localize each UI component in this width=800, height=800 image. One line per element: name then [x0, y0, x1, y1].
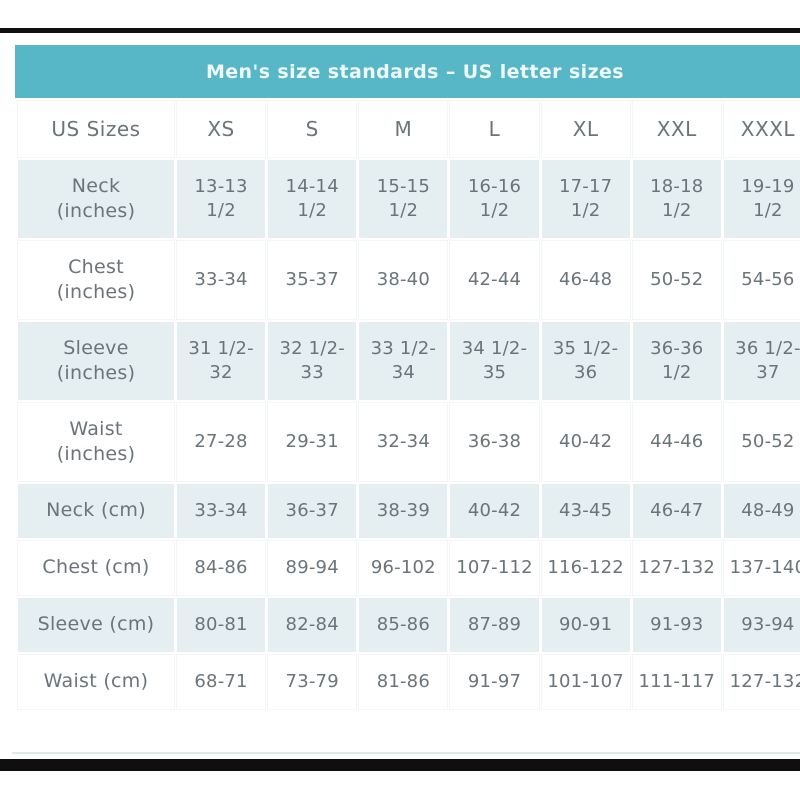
cell-sleeve-cm-xxl: 91-93: [632, 598, 721, 652]
row-chest-cm: Chest (cm) 84-86 89-94 96-102 107-112 11…: [18, 541, 800, 595]
row-sleeve-inches: Sleeve (inches) 31 1/2- 32 32 1/2- 33 33…: [18, 322, 800, 400]
cell-sleeve-cm-l: 87-89: [450, 598, 539, 652]
cell-chest-cm-s: 89-94: [268, 541, 357, 595]
row-label-neck-cm: Neck (cm): [18, 484, 174, 538]
cell-sleeve-inches-xxl: 36-36 1/2: [632, 322, 721, 400]
table-header-row: US Sizes XS S M L XL XXL XXXL: [18, 101, 800, 157]
row-label-waist-inches: Waist (inches): [18, 403, 174, 481]
cell-neck-cm-l: 40-42: [450, 484, 539, 538]
column-header-xxl: XXL: [632, 101, 721, 157]
row-label-waist-cm: Waist (cm): [18, 655, 174, 709]
cell-waist-cm-s: 73-79: [268, 655, 357, 709]
cell-chest-inches-s: 35-37: [268, 241, 357, 319]
row-label-neck-inches: Neck (inches): [18, 160, 174, 238]
cell-sleeve-inches-s: 32 1/2- 33: [268, 322, 357, 400]
cell-neck-inches-xl: 17-17 1/2: [541, 160, 630, 238]
column-header-xxxl: XXXL: [723, 101, 800, 157]
table-title: Men's size standards – US letter sizes: [15, 45, 800, 98]
cell-neck-inches-l: 16-16 1/2: [450, 160, 539, 238]
row-waist-cm: Waist (cm) 68-71 73-79 81-86 91-97 101-1…: [18, 655, 800, 709]
cell-waist-cm-xl: 101-107: [541, 655, 630, 709]
cell-waist-inches-xl: 40-42: [541, 403, 630, 481]
cell-waist-inches-m: 32-34: [359, 403, 448, 481]
cell-waist-inches-xxxl: 50-52: [723, 403, 800, 481]
cell-waist-cm-xs: 68-71: [177, 655, 266, 709]
cell-chest-inches-m: 38-40: [359, 241, 448, 319]
cell-chest-inches-xxxl: 54-56: [723, 241, 800, 319]
row-label-sleeve-inches: Sleeve (inches): [18, 322, 174, 400]
size-chart-sheet: Men's size standards – US letter sizes U…: [15, 45, 800, 712]
cell-waist-inches-xs: 27-28: [177, 403, 266, 481]
row-neck-cm: Neck (cm) 33-34 36-37 38-39 40-42 43-45 …: [18, 484, 800, 538]
cell-sleeve-inches-l: 34 1/2- 35: [450, 322, 539, 400]
cell-neck-inches-xxxl: 19-19 1/2: [723, 160, 800, 238]
bottom-black-bar: [0, 759, 800, 771]
cell-chest-inches-xxl: 50-52: [632, 241, 721, 319]
cell-waist-cm-l: 91-97: [450, 655, 539, 709]
cell-neck-inches-s: 14-14 1/2: [268, 160, 357, 238]
column-header-s: S: [268, 101, 357, 157]
cell-sleeve-inches-xl: 35 1/2- 36: [541, 322, 630, 400]
cell-sleeve-cm-xs: 80-81: [177, 598, 266, 652]
row-chest-inches: Chest (inches) 33-34 35-37 38-40 42-44 4…: [18, 241, 800, 319]
cell-neck-inches-xs: 13-13 1/2: [177, 160, 266, 238]
cell-waist-inches-xxl: 44-46: [632, 403, 721, 481]
row-label-sleeve-cm: Sleeve (cm): [18, 598, 174, 652]
top-black-bar: [0, 28, 800, 33]
row-waist-inches: Waist (inches) 27-28 29-31 32-34 36-38 4…: [18, 403, 800, 481]
cell-neck-cm-m: 38-39: [359, 484, 448, 538]
cell-chest-cm-xxxl: 137-140: [723, 541, 800, 595]
cell-sleeve-cm-s: 82-84: [268, 598, 357, 652]
row-sleeve-cm: Sleeve (cm) 80-81 82-84 85-86 87-89 90-9…: [18, 598, 800, 652]
cell-waist-inches-l: 36-38: [450, 403, 539, 481]
column-header-xs: XS: [177, 101, 266, 157]
cell-neck-inches-m: 15-15 1/2: [359, 160, 448, 238]
cell-neck-cm-xl: 43-45: [541, 484, 630, 538]
cell-chest-cm-xs: 84-86: [177, 541, 266, 595]
column-header-l: L: [450, 101, 539, 157]
cell-chest-inches-xl: 46-48: [541, 241, 630, 319]
cell-waist-cm-xxl: 111-117: [632, 655, 721, 709]
cell-neck-cm-xxl: 46-47: [632, 484, 721, 538]
column-header-us-sizes: US Sizes: [18, 101, 174, 157]
cell-neck-cm-xxxl: 48-49: [723, 484, 800, 538]
cell-sleeve-cm-xxxl: 93-94: [723, 598, 800, 652]
row-label-chest-inches: Chest (inches): [18, 241, 174, 319]
cell-chest-cm-xl: 116-122: [541, 541, 630, 595]
bottom-divider-line: [12, 752, 800, 754]
cell-neck-inches-xxl: 18-18 1/2: [632, 160, 721, 238]
row-label-chest-cm: Chest (cm): [18, 541, 174, 595]
cell-sleeve-inches-xs: 31 1/2- 32: [177, 322, 266, 400]
cell-sleeve-cm-m: 85-86: [359, 598, 448, 652]
cell-sleeve-inches-m: 33 1/2- 34: [359, 322, 448, 400]
column-header-m: M: [359, 101, 448, 157]
column-header-xl: XL: [541, 101, 630, 157]
cell-chest-cm-l: 107-112: [450, 541, 539, 595]
cell-chest-inches-xs: 33-34: [177, 241, 266, 319]
cell-neck-cm-xs: 33-34: [177, 484, 266, 538]
cell-chest-cm-xxl: 127-132: [632, 541, 721, 595]
cell-sleeve-inches-xxxl: 36 1/2- 37: [723, 322, 800, 400]
cell-sleeve-cm-xl: 90-91: [541, 598, 630, 652]
cell-chest-cm-m: 96-102: [359, 541, 448, 595]
cell-waist-inches-s: 29-31: [268, 403, 357, 481]
cell-waist-cm-xxxl: 127-132: [723, 655, 800, 709]
row-neck-inches: Neck (inches) 13-13 1/2 14-14 1/2 15-15 …: [18, 160, 800, 238]
cell-chest-inches-l: 42-44: [450, 241, 539, 319]
cell-waist-cm-m: 81-86: [359, 655, 448, 709]
cell-neck-cm-s: 36-37: [268, 484, 357, 538]
size-table: US Sizes XS S M L XL XXL XXXL Neck (inch…: [15, 98, 800, 712]
